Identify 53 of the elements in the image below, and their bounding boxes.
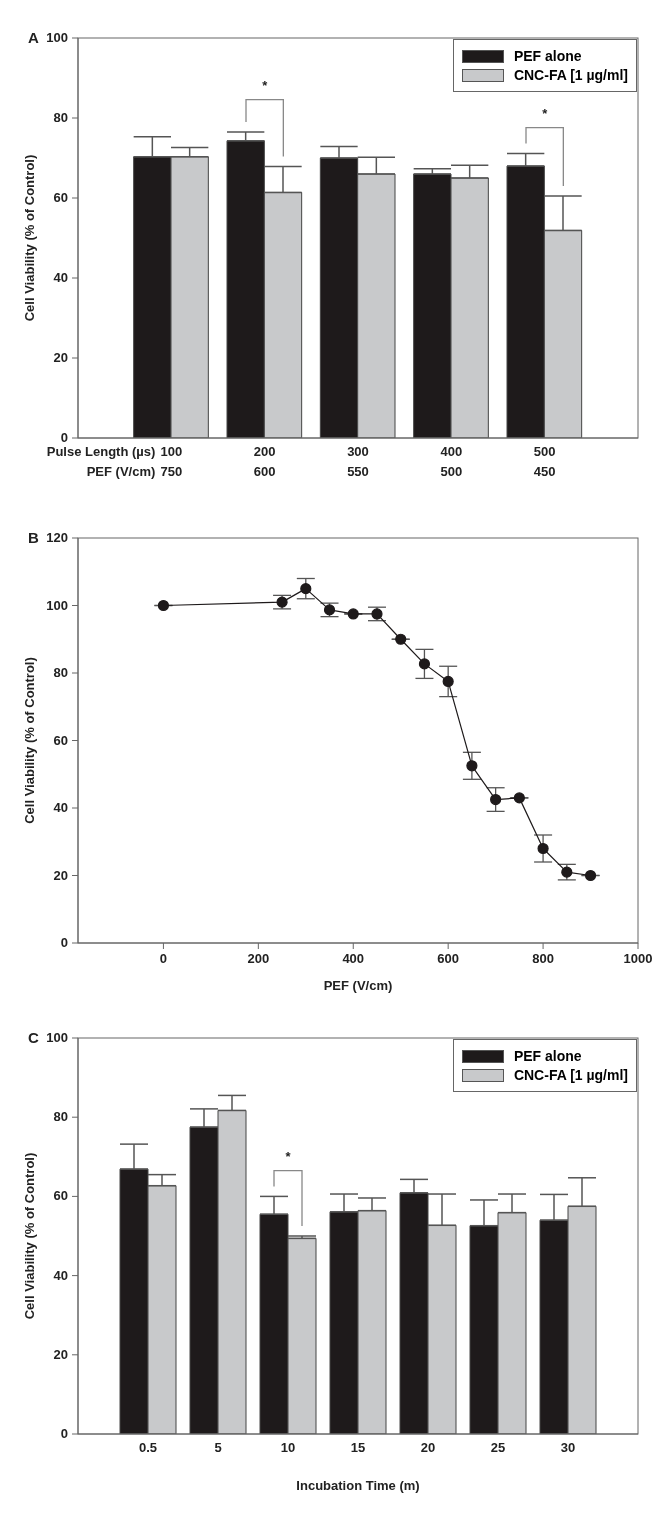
- x-tick-label: 400: [342, 951, 365, 966]
- x-tick-label: 20: [420, 1440, 436, 1455]
- annotation: *: [262, 77, 269, 93]
- y-tick-label: 0: [60, 1426, 68, 1441]
- y-tick-label: 60: [53, 732, 68, 748]
- x-tick-label: 400 500: [440, 444, 463, 479]
- x-axis-title: Incubation Time (m): [296, 1478, 420, 1493]
- x-tick-label: 1000: [623, 951, 653, 966]
- y-tick-label: 100: [46, 1030, 68, 1045]
- y-tick-label: 80: [53, 110, 68, 125]
- x-tick-label: 15: [350, 1440, 366, 1455]
- x-tick-label: 5: [214, 1440, 222, 1455]
- legend-label: CNC-FA [1 µg/ml]: [513, 67, 628, 83]
- x-tick-label: 300 550: [347, 444, 369, 479]
- x-tick-label: 100 750: [160, 444, 183, 479]
- x-tick-label: 200: [247, 951, 270, 966]
- y-tick-label: 40: [53, 270, 68, 285]
- y-axis-title: Cell Viability (% of Control): [21, 657, 37, 824]
- x-tick-label: 600: [437, 951, 460, 966]
- chart-title: A: [28, 29, 39, 46]
- y-tick-label: 20: [53, 867, 68, 883]
- x-axis-title: Pulse Length (µs) PEF (V/cm): [46, 444, 156, 479]
- x-tick-label: 10: [280, 1440, 296, 1455]
- x-axis-title: PEF (V/cm): [323, 978, 393, 993]
- y-axis-title: Cell Viability (% of Control): [21, 154, 37, 322]
- y-tick-label: 80: [53, 665, 68, 680]
- x-tick-label: 25: [490, 1440, 506, 1455]
- y-tick-label: 80: [53, 1109, 68, 1125]
- y-axis-title: Cell Viability (% of Control): [21, 1152, 37, 1320]
- x-tick-label: 200 600: [253, 444, 276, 479]
- x-tick-label: 800: [532, 951, 554, 966]
- x-tick-label: 0: [159, 951, 168, 966]
- y-tick-label: 60: [53, 1188, 68, 1204]
- y-tick-label: 120: [46, 530, 68, 545]
- chart-title: C: [28, 1029, 39, 1046]
- y-tick-label: 0: [60, 935, 68, 950]
- annotation: *: [285, 1148, 292, 1164]
- y-tick-label: 40: [53, 800, 68, 815]
- x-tick-label: 0.5: [138, 1440, 158, 1455]
- y-tick-label: 20: [53, 350, 68, 365]
- x-tick-label: 500 450: [533, 444, 556, 479]
- y-tick-label: 60: [53, 190, 68, 205]
- legend-label: CNC-FA [1 µg/ml]: [513, 1067, 628, 1083]
- y-tick-label: 100: [46, 30, 68, 45]
- y-tick-label: 0: [60, 430, 68, 445]
- y-tick-label: 100: [46, 597, 68, 613]
- chart-title: B: [28, 529, 39, 546]
- y-tick-label: 40: [53, 1267, 68, 1283]
- x-tick-label: 30: [560, 1440, 576, 1455]
- legend-label: PEF alone: [513, 48, 582, 64]
- legend-label: PEF alone: [513, 1048, 582, 1064]
- annotation: *: [542, 105, 549, 121]
- y-tick-label: 20: [53, 1346, 68, 1362]
